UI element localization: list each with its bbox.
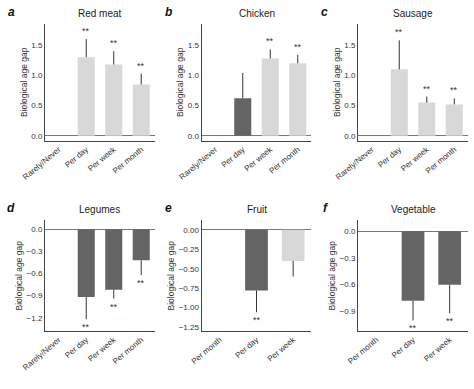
svg-text:1.5: 1.5 — [31, 41, 43, 50]
svg-text:Per month: Per month — [111, 145, 145, 176]
svg-text:**: ** — [137, 278, 145, 288]
svg-text:f: f — [323, 201, 328, 215]
svg-text:**: ** — [82, 322, 90, 332]
svg-text:**: ** — [253, 315, 261, 325]
svg-text:**: ** — [82, 26, 90, 36]
svg-text:Biological age gap: Biological age gap — [175, 47, 185, 117]
svg-text:**: ** — [450, 85, 458, 95]
svg-text:Per week: Per week — [422, 335, 454, 364]
svg-text:−0.3: −0.3 — [340, 254, 356, 263]
svg-text:Chicken: Chicken — [239, 8, 275, 19]
svg-text:Biological age gap: Biological age gap — [14, 241, 24, 311]
svg-text:0.0: 0.0 — [344, 132, 356, 141]
svg-text:Biological age gap: Biological age gap — [166, 241, 176, 311]
svg-text:−0.9: −0.9 — [340, 307, 356, 316]
svg-text:a: a — [8, 5, 15, 19]
svg-text:Per week: Per week — [266, 335, 298, 364]
svg-text:Per month: Per month — [190, 335, 224, 366]
svg-text:Vegetable: Vegetable — [391, 204, 436, 215]
svg-text:Per month: Per month — [424, 145, 458, 176]
svg-text:b: b — [165, 5, 172, 19]
svg-text:**: ** — [395, 27, 403, 37]
svg-text:0.5: 0.5 — [188, 101, 200, 110]
svg-text:Biological age gap: Biological age gap — [19, 47, 29, 117]
svg-text:Per day: Per day — [63, 145, 90, 170]
svg-text:−0.50: −0.50 — [179, 265, 200, 274]
svg-text:**: ** — [266, 36, 274, 46]
svg-text:e: e — [165, 201, 172, 215]
svg-text:Per day: Per day — [63, 335, 90, 360]
svg-text:0.0: 0.0 — [31, 132, 43, 141]
svg-text:1.5: 1.5 — [188, 41, 200, 50]
svg-text:**: ** — [409, 323, 417, 333]
svg-text:Rarely/Never: Rarely/Never — [178, 145, 220, 182]
svg-text:Per week: Per week — [86, 144, 118, 173]
svg-text:−0.6: −0.6 — [27, 269, 43, 278]
svg-text:Per month: Per month — [268, 145, 302, 176]
svg-text:−1.00: −1.00 — [179, 303, 200, 312]
svg-text:−1.2: −1.2 — [27, 314, 43, 323]
svg-text:−0.3: −0.3 — [27, 247, 43, 256]
svg-text:c: c — [321, 5, 328, 19]
svg-text:1.0: 1.0 — [344, 71, 356, 80]
svg-text:0.0: 0.0 — [188, 132, 200, 141]
svg-text:**: ** — [423, 84, 431, 94]
svg-text:Per week: Per week — [86, 335, 118, 364]
svg-text:−0.75: −0.75 — [179, 284, 200, 293]
svg-text:**: ** — [294, 42, 302, 52]
svg-text:−1.25: −1.25 — [179, 323, 200, 332]
svg-text:Per day: Per day — [233, 335, 260, 360]
svg-text:Per month: Per month — [346, 335, 380, 366]
svg-text:0.0: 0.0 — [31, 225, 43, 234]
svg-text:Fruit: Fruit — [247, 204, 267, 215]
svg-text:−0.9: −0.9 — [27, 291, 43, 300]
svg-text:1.0: 1.0 — [31, 71, 43, 80]
svg-text:**: ** — [110, 302, 118, 312]
svg-text:Per day: Per day — [376, 145, 403, 170]
svg-text:1.0: 1.0 — [188, 71, 200, 80]
svg-text:0.0: 0.0 — [344, 227, 356, 236]
svg-text:**: ** — [110, 38, 118, 48]
svg-text:Rarely/Never: Rarely/Never — [334, 145, 376, 182]
svg-text:Rarely/Never: Rarely/Never — [21, 335, 63, 372]
svg-text:0.00: 0.00 — [183, 226, 199, 235]
svg-text:Per week: Per week — [399, 144, 431, 173]
svg-text:Legumes: Legumes — [79, 204, 120, 215]
svg-text:Red meat: Red meat — [78, 8, 122, 19]
svg-text:Biological age gap: Biological age gap — [327, 241, 337, 311]
svg-text:Per month: Per month — [111, 335, 145, 366]
svg-text:1.5: 1.5 — [344, 41, 356, 50]
svg-text:Per day: Per day — [390, 335, 417, 360]
svg-text:−0.6: −0.6 — [340, 280, 356, 289]
svg-text:Rarely/Never: Rarely/Never — [21, 145, 63, 182]
svg-text:0.5: 0.5 — [31, 101, 43, 110]
svg-text:0.5: 0.5 — [344, 101, 356, 110]
svg-text:d: d — [7, 201, 15, 215]
svg-text:Biological age gap: Biological age gap — [332, 47, 342, 117]
svg-text:Sausage: Sausage — [393, 8, 433, 19]
svg-text:**: ** — [446, 316, 454, 326]
svg-text:−0.25: −0.25 — [179, 245, 200, 254]
svg-text:**: ** — [137, 61, 145, 71]
svg-text:Per week: Per week — [243, 144, 275, 173]
svg-text:Per day: Per day — [220, 145, 247, 170]
